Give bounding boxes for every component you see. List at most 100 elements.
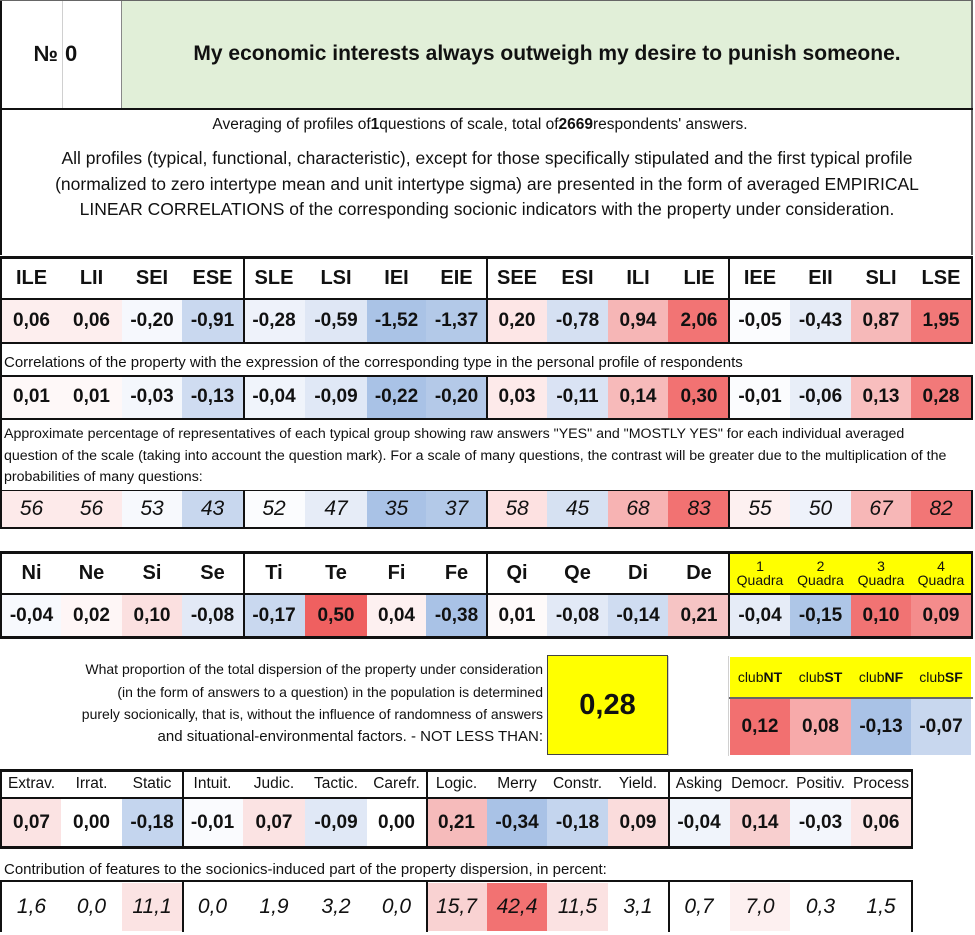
function-value: 0,10 (122, 595, 182, 637)
quadra-number: 2 (816, 558, 825, 574)
trait-value: 0,21 (426, 799, 487, 847)
trait-contribution: 3,2 (305, 883, 367, 931)
type-value: -0,05 (730, 300, 790, 342)
type-percentage: 47 (305, 490, 367, 528)
type-value: -0,43 (790, 300, 851, 342)
quadra-label: Quadra (797, 572, 844, 588)
type-percentage: 35 (367, 490, 426, 528)
club-value: 0,08 (790, 699, 851, 755)
trait-contribution: 7,0 (730, 883, 790, 931)
club-value: 0,12 (730, 699, 790, 755)
type-correlation: -0,04 (243, 376, 305, 418)
type-value: -0,78 (547, 300, 608, 342)
trait-contribution: 0,0 (61, 883, 122, 931)
quadra-label: Quadra (917, 572, 965, 588)
intro-text: All profiles (typical, functional, chara… (55, 148, 919, 219)
quadra-header: 4 Quadra (911, 553, 971, 593)
type-correlation: -0,13 (182, 376, 243, 418)
type-correlation: 0,14 (608, 376, 668, 418)
type-correlation: -0,06 (790, 376, 851, 418)
trait-value: -0,03 (790, 799, 851, 847)
type-value: -1,37 (426, 300, 487, 342)
function-header: Fi (387, 561, 406, 584)
club-header: club NT (730, 657, 790, 697)
type-percentage: 56 (61, 490, 122, 528)
type-value: -0,59 (305, 300, 367, 342)
trait-value: -0,34 (487, 799, 547, 847)
function-header: Se (200, 561, 225, 584)
type-percentage: 58 (487, 490, 547, 528)
type-header: LSE (921, 266, 961, 289)
contribution-caption: Contribution of features to the sociоnic… (4, 861, 607, 878)
type-value: -0,20 (122, 300, 182, 342)
trait-contribution: 11,1 (122, 883, 182, 931)
trait-value: -0,18 (547, 799, 608, 847)
type-value: 0,87 (851, 300, 911, 342)
trait-header: Democr. (731, 775, 789, 792)
club-name: ST (824, 669, 843, 685)
type-percentage: 37 (426, 490, 487, 528)
type-header: SEI (135, 266, 169, 289)
club-header: club ST (790, 657, 851, 697)
club-header: club SF (911, 657, 971, 697)
trait-value: -0,01 (182, 799, 243, 847)
trait-contribution: 1,6 (2, 883, 61, 931)
number-label: № (33, 41, 58, 66)
type-value: 0,20 (487, 300, 547, 342)
function-value: 0,02 (61, 595, 122, 637)
trait-header: Positiv. (796, 775, 845, 792)
trait-value: 0,06 (851, 799, 911, 847)
function-value: -0,17 (243, 595, 305, 637)
question-title: My economic interests always outweigh my… (193, 42, 901, 65)
type-header: SLE (254, 266, 294, 289)
club-value: -0,07 (911, 699, 971, 755)
club-value: -0,13 (851, 699, 911, 755)
question-count: 1 (370, 116, 380, 133)
respondent-count: 2669 (558, 116, 593, 133)
trait-header: Carefr. (373, 775, 420, 792)
quadra-header: 3 Quadra (851, 553, 911, 593)
type-percentage: 68 (608, 490, 668, 528)
club-prefix: club (737, 669, 764, 685)
type-percentage: 56 (2, 490, 61, 528)
type-header: LII (79, 266, 104, 289)
function-header: Ne (78, 561, 105, 584)
type-value: -0,28 (243, 300, 305, 342)
type-header: IEE (743, 266, 777, 289)
dispersion-line-3: purely socionically, that is, without th… (81, 706, 543, 722)
trait-value: 0,09 (608, 799, 668, 847)
type-value: 0,06 (61, 300, 122, 342)
trait-header: Tactic. (314, 775, 358, 792)
type-correlation: 0,30 (668, 376, 730, 418)
trait-value: 0,00 (61, 799, 122, 847)
type-correlation: 0,01 (61, 376, 122, 418)
type-correlation: 0,03 (487, 376, 547, 418)
dispersion-line-4: and situational-environmental factors. -… (157, 727, 543, 745)
trait-contribution: 1,9 (243, 883, 305, 931)
correlation-caption: Correlations of the property with the ex… (4, 354, 743, 371)
trait-contribution: 1,5 (851, 883, 911, 931)
trait-contribution: 0,3 (790, 883, 851, 931)
type-header: IEI (384, 266, 409, 289)
trait-value: 0,14 (730, 799, 790, 847)
quadra-value: 0,09 (911, 595, 971, 637)
type-header: LSI (320, 266, 352, 289)
function-value: 0,50 (305, 595, 367, 637)
type-header: EII (808, 266, 833, 289)
type-value: -1,52 (367, 300, 426, 342)
function-value: 0,04 (367, 595, 426, 637)
club-name: NT (763, 669, 783, 685)
function-header: Qe (564, 561, 591, 584)
type-percentage: 52 (243, 490, 305, 528)
function-value: -0,14 (608, 595, 668, 637)
trait-header: Irrat. (75, 775, 108, 792)
socionic-dispersion-value: 0,28 (547, 655, 668, 755)
type-value: 0,94 (608, 300, 668, 342)
club-prefix: club (919, 669, 945, 685)
trait-header: Logic. (435, 775, 478, 792)
type-correlation: 0,13 (851, 376, 911, 418)
trait-header: Judic. (253, 775, 295, 792)
club-name: NF (884, 669, 904, 685)
function-header: Di (628, 561, 648, 584)
type-percentage: 55 (730, 490, 790, 528)
